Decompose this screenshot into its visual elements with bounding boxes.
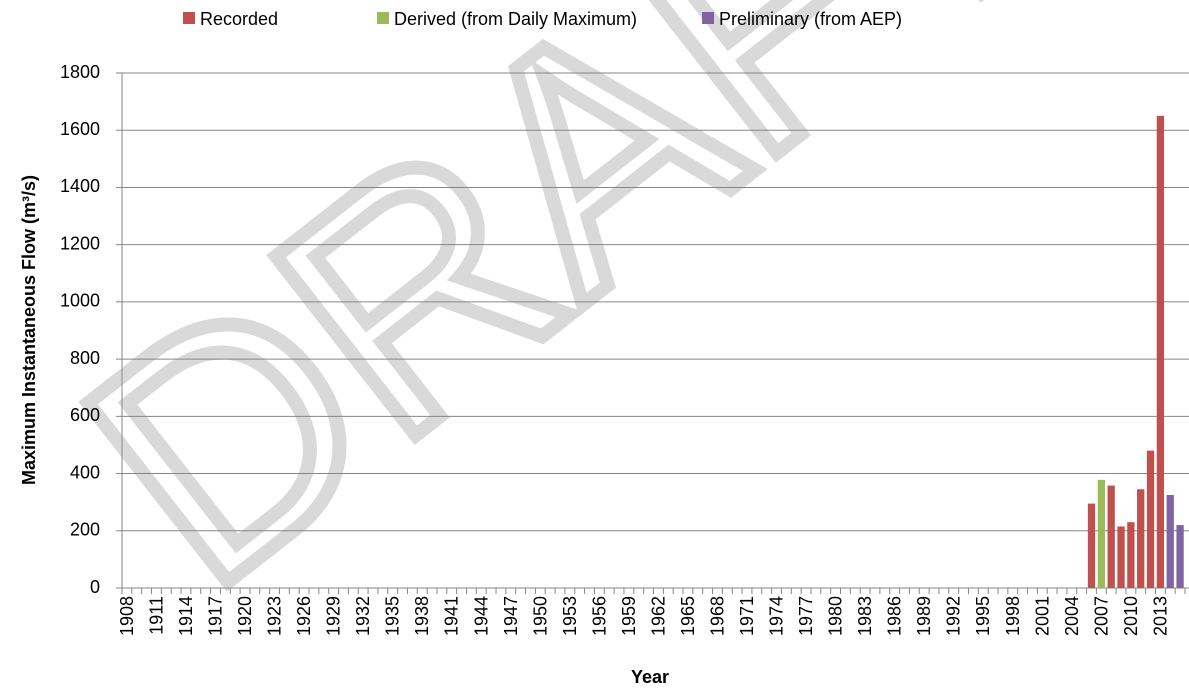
y-tick-label: 600 (70, 405, 100, 425)
legend-label: Preliminary (from AEP) (719, 9, 902, 29)
x-tick-label: 2007 (1091, 596, 1111, 636)
x-tick-label: 2004 (1062, 596, 1082, 636)
x-tick-label: 1923 (265, 596, 285, 636)
bar (1107, 485, 1115, 588)
x-axis-title: Year (631, 667, 669, 687)
watermark: DRAFT (23, 0, 1117, 654)
x-tick-label: 1968 (707, 596, 727, 636)
y-tick-label: 0 (90, 577, 100, 597)
x-tick-label: 1995 (973, 596, 993, 636)
bar (1146, 450, 1155, 588)
x-tick-label: 1911 (146, 596, 166, 635)
x-tick-label: 1938 (412, 596, 432, 636)
x-tick-label: 1944 (471, 596, 491, 636)
x-tick-label: 1983 (855, 596, 875, 636)
y-tick-label: 1200 (60, 233, 100, 253)
x-tick-label: 2001 (1032, 596, 1052, 636)
legend-label: Recorded (200, 9, 278, 29)
x-tick-label: 1959 (619, 596, 639, 636)
x-tick-label: 1950 (530, 596, 550, 636)
bar (1117, 526, 1125, 588)
x-tick-label: 1917 (206, 596, 226, 636)
bar (1156, 115, 1165, 589)
x-tick-label: 1965 (678, 596, 698, 636)
bar (1087, 503, 1096, 588)
y-tick-label: 1000 (60, 291, 100, 311)
x-tick-label: 2010 (1121, 596, 1141, 636)
bar (1127, 522, 1135, 588)
x-tick-label: 1920 (235, 596, 255, 636)
x-tick-label: 1941 (442, 596, 462, 636)
x-tick-label: 1935 (383, 596, 403, 636)
y-tick-label: 400 (70, 462, 100, 482)
legend-swatch (183, 12, 195, 24)
x-tick-label: 1974 (767, 596, 787, 636)
x-tick-label: 1998 (1003, 596, 1023, 636)
x-tick-label: 1989 (914, 596, 934, 636)
x-tick-label: 1980 (826, 596, 846, 636)
bar (1137, 489, 1145, 588)
x-tick-label: 1932 (353, 596, 373, 636)
y-axis-title: Maximum Instantaneous Flow (m³/s) (19, 175, 39, 485)
x-tick-label: 1914 (176, 596, 196, 636)
x-tick-label: 1992 (944, 596, 964, 636)
legend-swatch (702, 12, 714, 24)
legend-swatch (377, 12, 389, 24)
y-tick-label: 800 (70, 348, 100, 368)
y-tick-label: 200 (70, 520, 100, 540)
x-tick-label: 2013 (1150, 596, 1170, 636)
legend-label: Derived (from Daily Maximum) (394, 9, 637, 29)
x-tick-label: 1971 (737, 596, 757, 636)
y-tick-label: 1600 (60, 119, 100, 139)
bar (1166, 495, 1174, 588)
x-tick-label: 1908 (117, 596, 137, 636)
x-tick-label: 1926 (294, 596, 314, 636)
y-tick-label: 1800 (60, 62, 100, 82)
bar (1097, 479, 1105, 588)
x-tick-label: 1977 (796, 596, 816, 636)
x-tick-label: 1986 (885, 596, 905, 636)
x-tick-label: 1929 (324, 596, 344, 636)
x-tick-label: 1962 (648, 596, 668, 636)
x-tick-label: 1947 (501, 596, 521, 636)
x-tick-label: 1956 (589, 596, 609, 636)
y-tick-label: 1400 (60, 176, 100, 196)
x-tick-label: 1953 (560, 596, 580, 636)
bar (1176, 525, 1184, 588)
